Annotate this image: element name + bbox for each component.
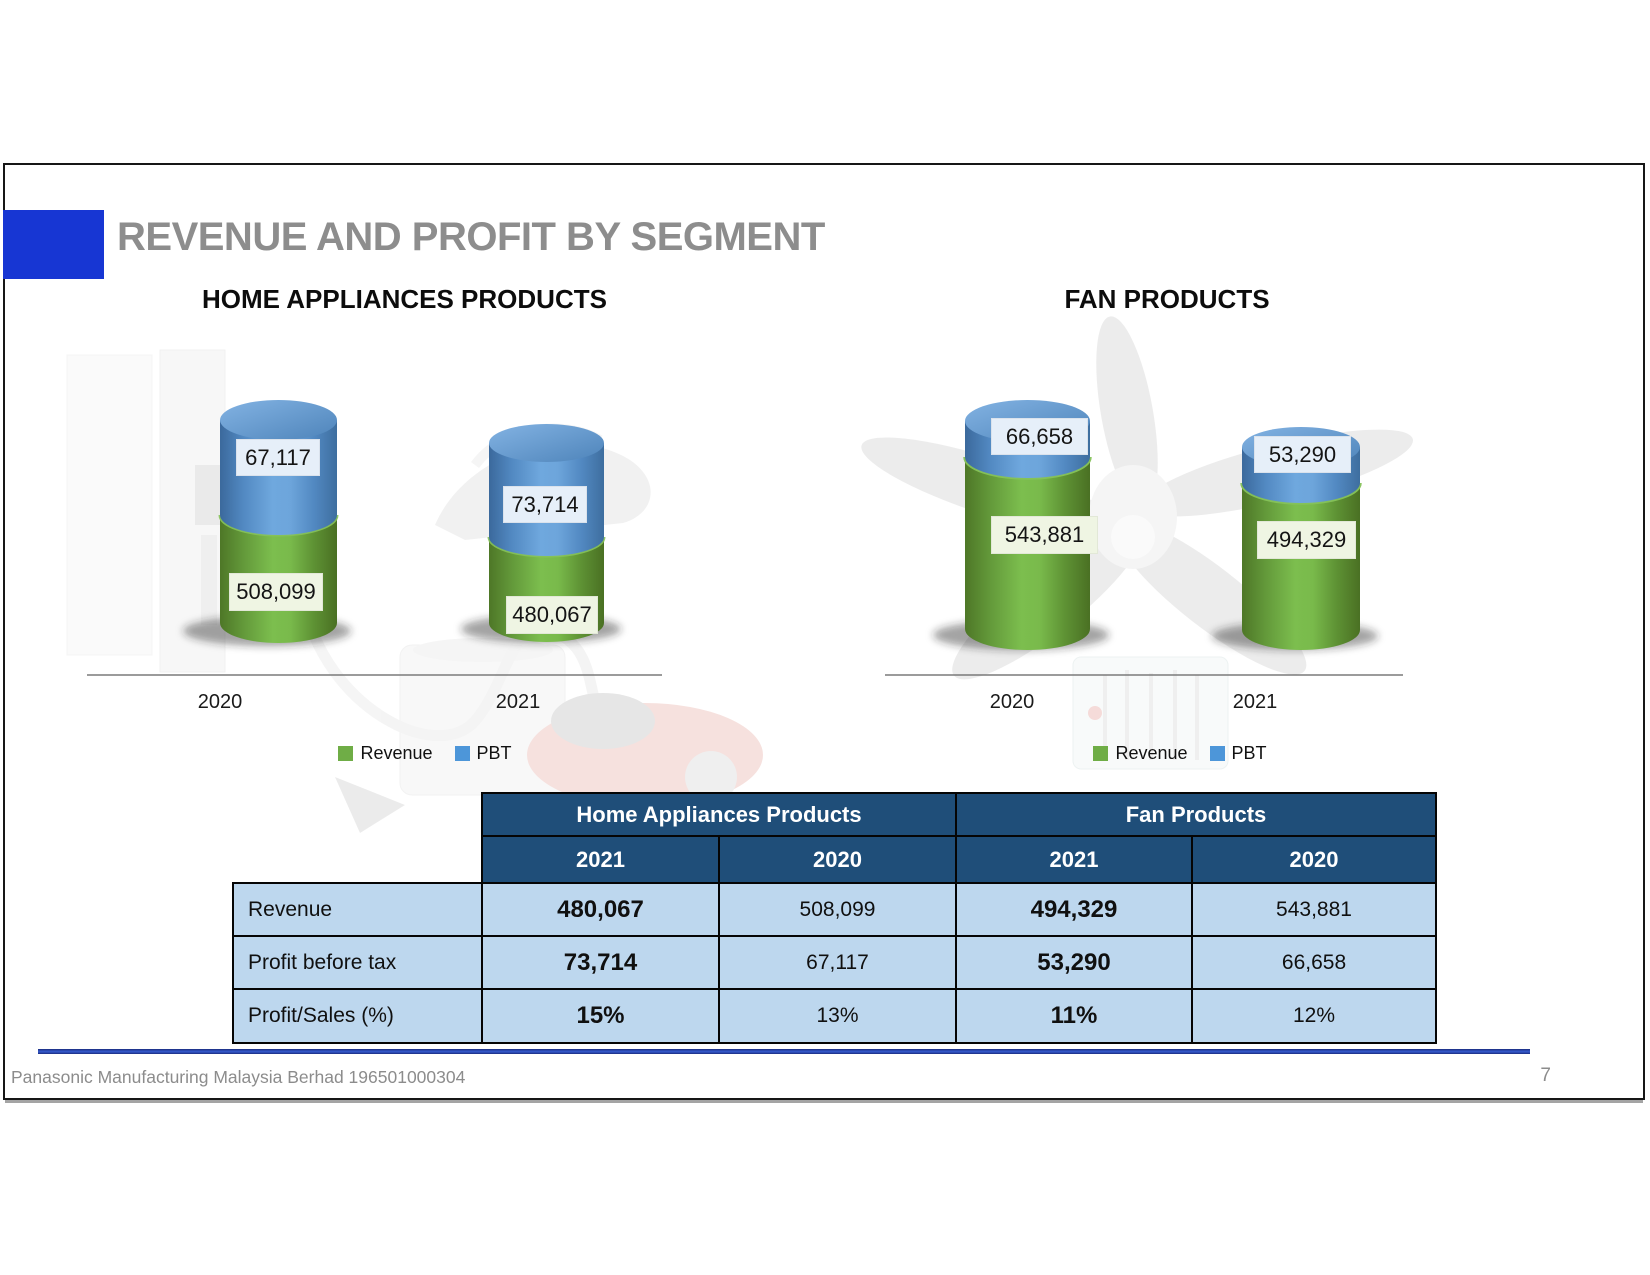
home-category-2020: 2020 [197, 691, 243, 713]
fan-legend-revenue: Revenue [1093, 742, 1188, 764]
revenue-fan-2021: 494,329 [955, 882, 1193, 937]
home-category-2021: 2021 [495, 691, 541, 713]
table-row-profit-sales-pct: Profit/Sales (%) 15% 13% 11% 12% [232, 988, 1438, 1044]
pbt-ha-2021: 73,714 [481, 935, 720, 990]
fan-2020-revenue-label: 543,881 [991, 516, 1098, 554]
margin-fan-2020: 12% [1190, 988, 1438, 1044]
fan-chart-title: FAN PRODUCTS [1064, 284, 1270, 314]
fan-2021-revenue-label: 494,329 [1257, 521, 1356, 559]
fan-chart-legend: Revenue PBT [1080, 741, 1280, 765]
row-label-revenue: Revenue [232, 882, 483, 937]
year-header-fan-2020: 2020 [1190, 835, 1438, 884]
table-row-profit-before-tax: Profit before tax 73,714 67,117 53,290 6… [232, 935, 1438, 990]
table-group-header-row: Home Appliances Products Fan Products [233, 792, 1438, 837]
home-2020-pbt-label: 67,117 [236, 439, 320, 476]
slide: REVENUE AND PROFIT BY SEGMENT HOME APPLI… [3, 163, 1645, 1100]
margin-fan-2021: 11% [955, 988, 1193, 1044]
year-header-ha-2021: 2021 [481, 835, 720, 884]
fan-legend-pbt: PBT [1209, 742, 1267, 764]
pbt-fan-2020: 66,658 [1190, 935, 1438, 990]
bg-ceiling-fan-image [861, 316, 1414, 680]
fan-category-2020: 2020 [989, 691, 1035, 713]
group-header-fan-products: Fan Products [954, 792, 1438, 837]
slide-title: REVENUE AND PROFIT BY SEGMENT [117, 215, 825, 259]
pbt-legend-swatch [1209, 745, 1225, 761]
home-2020-revenue-label: 508,099 [229, 573, 323, 611]
table-corner-cell [233, 836, 482, 883]
group-header-home-appliances: Home Appliances Products [481, 792, 957, 837]
revenue-legend-label: Revenue [1115, 742, 1188, 763]
revenue-legend-label: Revenue [360, 742, 433, 763]
table-corner-cell [233, 793, 482, 836]
fan-category-2021: 2021 [1232, 691, 1278, 713]
margin-ha-2021: 15% [481, 988, 720, 1044]
fan-2020-pbt-label: 66,658 [991, 418, 1088, 455]
segment-summary-table: Home Appliances Products Fan Products 20… [232, 792, 1438, 1044]
footer-company-text: Panasonic Manufacturing Malaysia Berhad … [11, 1067, 466, 1087]
home-2021-revenue-label: 480,067 [506, 596, 598, 634]
row-label-profit-sales-pct: Profit/Sales (%) [232, 988, 483, 1044]
year-header-fan-2021: 2021 [955, 835, 1193, 884]
row-label-profit-before-tax: Profit before tax [232, 935, 483, 990]
margin-ha-2020: 13% [718, 988, 957, 1044]
revenue-fan-2020: 543,881 [1190, 882, 1438, 937]
pbt-legend-swatch [454, 745, 470, 761]
pbt-legend-label: PBT [1231, 742, 1267, 763]
home-chart-title: HOME APPLIANCES PRODUCTS [202, 284, 607, 314]
footer-divider-line [38, 1049, 1530, 1054]
year-header-ha-2020: 2020 [718, 835, 957, 884]
home-legend-revenue: Revenue [338, 742, 433, 764]
revenue-ha-2021: 480,067 [481, 882, 720, 937]
home-chart-legend: Revenue PBT [315, 741, 535, 765]
home-legend-pbt: PBT [454, 742, 512, 764]
title-accent-square [3, 210, 104, 279]
revenue-legend-swatch [1093, 745, 1109, 761]
page-number: 7 [1540, 1065, 1551, 1086]
pbt-ha-2020: 67,117 [718, 935, 957, 990]
pbt-legend-label: PBT [476, 742, 512, 763]
pbt-fan-2021: 53,290 [955, 935, 1193, 990]
table-row-revenue: Revenue 480,067 508,099 494,329 543,881 [232, 882, 1438, 937]
home-2021-pbt-label: 73,714 [503, 486, 587, 523]
fan-2021-pbt-label: 53,290 [1254, 436, 1351, 473]
revenue-ha-2020: 508,099 [718, 882, 957, 937]
table-year-header-row: 2021 2020 2021 2020 [233, 835, 1438, 884]
revenue-legend-swatch [338, 745, 354, 761]
